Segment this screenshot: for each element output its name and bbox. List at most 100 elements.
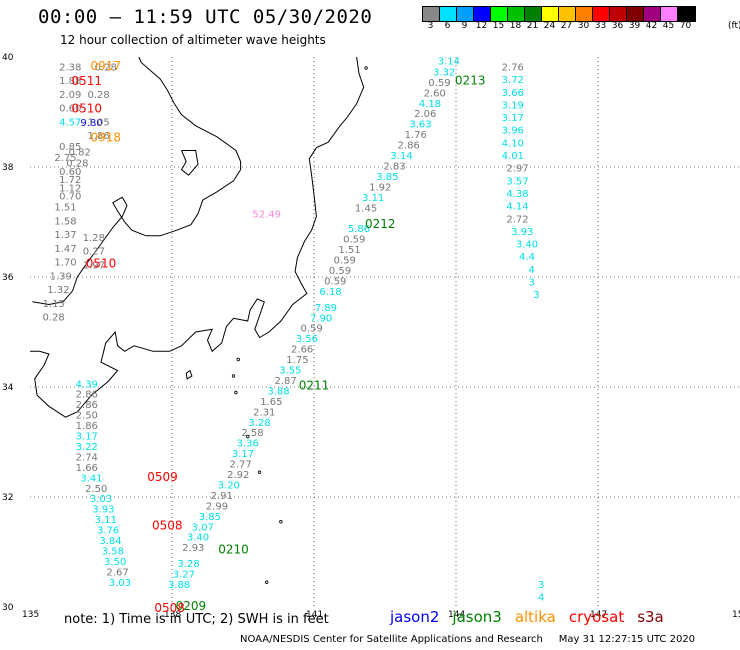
wave-height-value: 0.70 — [59, 192, 81, 203]
island — [264, 580, 269, 584]
pass-time-label: 0508 — [154, 601, 185, 615]
pass-time-label: 0918 — [90, 130, 121, 144]
colorbar-swatch — [661, 7, 678, 21]
island — [246, 434, 250, 439]
colorbar-swatch — [440, 7, 457, 21]
colorbar-tick-label: 42 — [645, 21, 658, 31]
wave-height-value: 4.38 — [506, 189, 528, 200]
island — [231, 374, 236, 378]
wave-height-value: 3.84 — [99, 536, 121, 547]
wave-height-value: 2.86 — [398, 141, 420, 152]
lat-tick-label: 40 — [2, 53, 14, 63]
colorbar-swatch — [474, 7, 491, 21]
grid-lines — [30, 57, 740, 607]
wave-height-value: 2.58 — [241, 428, 263, 439]
colorbar-swatch — [678, 7, 695, 21]
legend-entry: cryosat — [568, 608, 625, 626]
wave-height-value: 0.59 — [301, 324, 323, 335]
wave-height-value: 1.75 — [286, 355, 308, 366]
coastline — [30, 56, 368, 584]
pass-time-label: 0510 — [86, 256, 117, 270]
colorbar-tick-label: 30 — [577, 21, 590, 31]
wave-height-value: 2.74 — [76, 452, 98, 463]
colorbar-tick-label: 27 — [560, 21, 573, 31]
wave-height-value: 4 — [538, 593, 544, 604]
wave-height-value: 3.76 — [97, 526, 119, 537]
wave-height-value: 3.36 — [237, 439, 259, 450]
wave-height-value: 3.17 — [76, 432, 98, 443]
island — [364, 66, 368, 70]
lon-tick-label: 135 — [22, 610, 39, 620]
wave-height-value: 2.91 — [211, 491, 233, 502]
chart-subtitle: 12 hour collection of altimeter wave hei… — [60, 33, 326, 47]
wave-height-value: 3.03 — [90, 494, 112, 505]
wave-height-value: 3.07 — [192, 522, 214, 533]
island — [236, 357, 240, 362]
wave-height-value: 3.66 — [502, 88, 524, 99]
colorbar-tick-label: 24 — [543, 21, 556, 31]
wave-height-value: 3.56 — [296, 334, 318, 345]
colorbar-swatch — [457, 7, 474, 21]
wave-height-value: 2.75 — [54, 153, 76, 164]
wave-height-value: 2.86 — [76, 400, 98, 411]
lat-tick-label: 38 — [2, 163, 14, 173]
lat-tick-label: 30 — [2, 603, 14, 613]
legend-entry: altika — [514, 608, 556, 626]
wave-height-value: 3.88 — [267, 386, 289, 397]
wave-height-value: 0.28 — [66, 159, 88, 170]
wave-height-value: 7.90 — [310, 313, 332, 324]
wave-height-value: 3.14 — [438, 56, 460, 67]
pass-time-label: 0510 — [72, 102, 103, 116]
wave-height-value: 1.70 — [54, 258, 76, 269]
wave-height-value: 4.01 — [502, 151, 524, 162]
colorbar-swatch — [576, 7, 593, 21]
wave-height-value: 4 — [529, 265, 535, 276]
colorbar-tick-label: 12 — [475, 21, 488, 31]
wave-height-value: 3.40 — [516, 240, 538, 251]
wave-height-value: 2.87 — [274, 376, 296, 387]
wave-height-value: 1.72 — [59, 175, 81, 186]
wave-height-value: 0.60 — [59, 104, 81, 115]
wave-height-value: 2.66 — [291, 345, 313, 356]
wave-height-value: 4.18 — [419, 99, 441, 110]
colorbar-swatch — [559, 7, 576, 21]
satellite-legend: jason2 jason3 altika cryosat s3a — [390, 608, 677, 626]
wave-height-value: 3.63 — [409, 120, 431, 131]
colorbar-swatch — [491, 7, 508, 21]
wave-height-value: 1.76 — [405, 130, 427, 141]
wave-height-value: 2.97 — [506, 164, 528, 175]
wave-height-value: 1.39 — [50, 271, 72, 282]
wave-height-value: 3.93 — [511, 227, 533, 238]
colorbar-swatch — [525, 7, 542, 21]
colorbar — [422, 6, 696, 22]
wave-height-value: 3.11 — [95, 515, 117, 526]
colorbar-swatch — [610, 7, 627, 21]
colorbar-tick-label: 39 — [628, 21, 641, 31]
wave-height-value: 1.86 — [76, 421, 98, 432]
wave-height-value: 1.65 — [260, 397, 282, 408]
wave-height-value: 3.93 — [92, 505, 114, 516]
wave-height-value: 1.47 — [54, 244, 76, 255]
wave-height-value: 1.51 — [338, 245, 360, 256]
wave-height-value: 3.17 — [232, 449, 254, 460]
wave-height-value: 2.83 — [383, 161, 405, 172]
wave-height-value: 3.72 — [502, 75, 524, 86]
wave-height-value: 1.45 — [355, 203, 377, 214]
colorbar-tick-label: 36 — [611, 21, 624, 31]
pass-time-label: 0509 — [147, 470, 178, 484]
wave-height-value: 2.67 — [106, 567, 128, 578]
pass-time-label: 0211 — [299, 378, 330, 392]
wave-height-value: 2.92 — [227, 470, 249, 481]
colorbar-tick-label: 6 — [444, 21, 451, 31]
wave-height-value: 3.85 — [199, 512, 221, 523]
wave-height-value: 2.38 — [59, 62, 81, 73]
colorbar-tick-label: 33 — [594, 21, 607, 31]
pass-time-label: 0508 — [152, 519, 183, 533]
legend-entry: jason2 — [390, 608, 440, 626]
colorbar-swatch — [423, 7, 440, 21]
wave-height-value: 1.32 — [47, 285, 69, 296]
axis-labels: 403836343230135138141144147150 — [2, 53, 740, 620]
lon-tick-label: 147 — [590, 610, 607, 620]
wave-height-labels: 9.80 2.76 3.72 3.663.19 3.17 3.964.10 4.01 2.97… — [43, 56, 545, 615]
